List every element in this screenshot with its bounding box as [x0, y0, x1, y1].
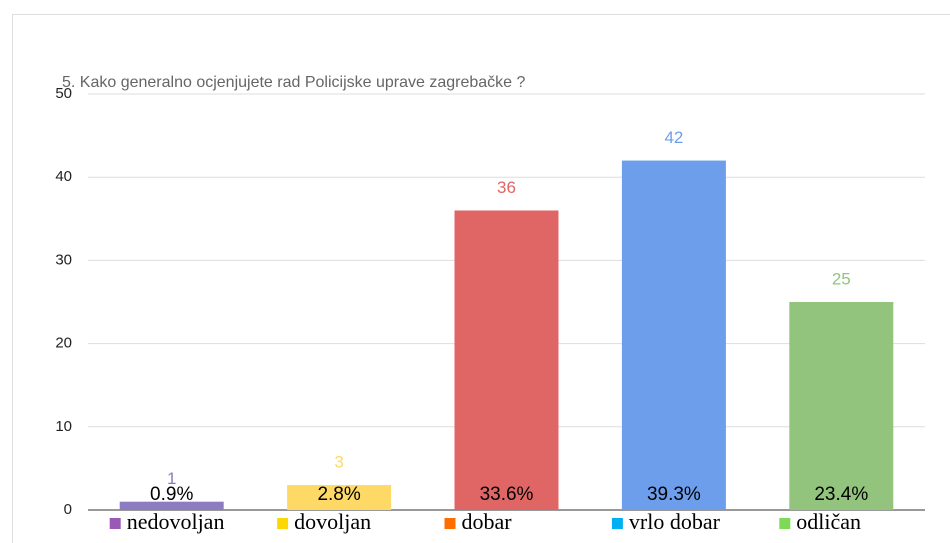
legend-swatch — [109, 518, 121, 529]
data-label: 3 — [334, 453, 343, 472]
y-tick-label: 40 — [55, 168, 72, 185]
data-label: 1 — [167, 469, 176, 488]
legend-label: vrlo dobar — [629, 509, 721, 534]
legend-swatch — [611, 518, 623, 529]
legend-label: odličan — [796, 509, 861, 534]
legend-label: nedovoljan — [127, 509, 225, 534]
percent-label: 2.8% — [317, 484, 360, 505]
y-tick-label: 50 — [55, 85, 72, 102]
data-label: 36 — [497, 178, 516, 197]
data-label: 42 — [664, 128, 683, 147]
bar — [789, 302, 894, 510]
bar — [287, 485, 392, 510]
bar — [119, 501, 224, 510]
percent-label: 0.9% — [150, 484, 193, 505]
percent-label: 33.6% — [480, 484, 534, 505]
y-tick-label: 0 — [64, 501, 72, 518]
y-tick-label: 20 — [55, 335, 72, 352]
y-tick-label: 10 — [55, 418, 72, 435]
y-tick-label: 30 — [55, 251, 72, 268]
percent-label: 23.4% — [814, 484, 868, 505]
percent-label: 39.3% — [647, 484, 701, 505]
chart-title: 5. Kako generalno ocjenjujete rad Polici… — [62, 74, 526, 91]
bar — [454, 210, 559, 511]
bar — [621, 160, 726, 510]
data-label: 25 — [832, 269, 851, 288]
legend-swatch — [277, 518, 289, 529]
legend-swatch — [444, 518, 456, 529]
legend-label: dovoljan — [294, 509, 371, 534]
legend-label: dobar — [462, 509, 513, 534]
legend-swatch — [779, 518, 791, 529]
